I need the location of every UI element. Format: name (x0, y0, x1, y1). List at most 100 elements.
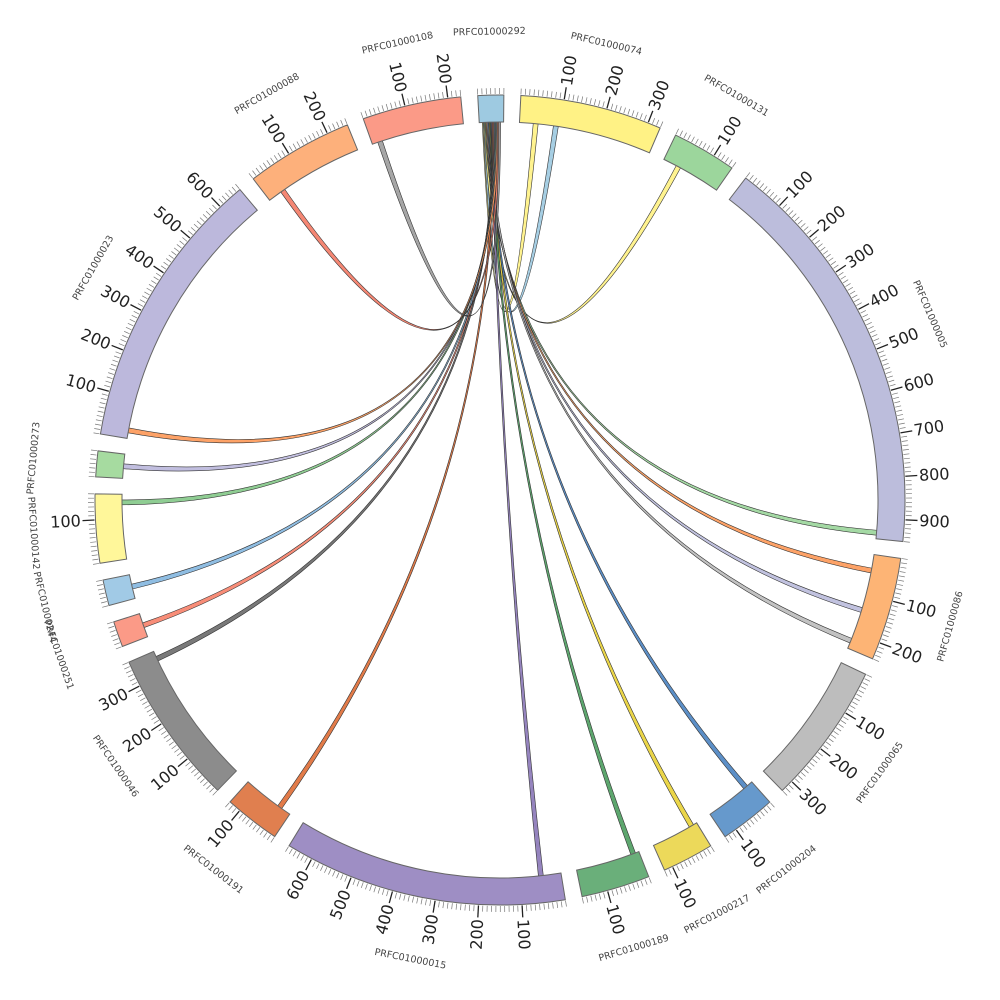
minor-tick (636, 882, 640, 888)
major-tick (791, 781, 802, 791)
minor-tick (639, 113, 643, 120)
minor-tick (610, 103, 614, 110)
minor-tick (98, 406, 105, 409)
minor-tick (680, 863, 684, 870)
minor-tick (891, 392, 898, 395)
minor-tick (833, 264, 839, 269)
minor-tick (98, 592, 105, 595)
minor-tick (752, 177, 758, 183)
minor-tick (296, 141, 301, 147)
minor-tick (675, 128, 679, 135)
minor-tick (648, 877, 652, 884)
minor-tick (153, 719, 160, 724)
minor-tick (797, 775, 803, 780)
minor-tick (590, 895, 593, 902)
minor-tick (316, 863, 320, 870)
minor-tick (884, 630, 891, 633)
minor-tick (129, 318, 136, 323)
minor-tick (838, 723, 844, 728)
minor-tick (739, 827, 744, 833)
minor-tick (864, 318, 870, 322)
tick-label: 100 (602, 902, 628, 936)
minor-tick (687, 134, 691, 141)
minor-tick (885, 626, 892, 629)
minor-tick (611, 890, 614, 897)
minor-tick (822, 250, 829, 255)
minor-tick (460, 904, 462, 911)
minor-tick (565, 900, 567, 907)
major-tick (606, 96, 611, 109)
minor-tick (833, 731, 839, 736)
minor-tick (644, 879, 648, 885)
segment-label-prfc01000191: PRFC01000191 (181, 843, 245, 896)
minor-tick (96, 415, 103, 418)
minor-tick (123, 330, 130, 335)
minor-tick (442, 91, 444, 99)
minor-tick (193, 223, 199, 229)
minor-tick (91, 449, 98, 452)
segment-label-prfc01000108: PRFC01000108 (361, 30, 434, 57)
minor-tick (794, 216, 800, 222)
link-prfc01000005 (484, 121, 878, 536)
minor-tick (717, 152, 722, 158)
minor-tick (356, 880, 360, 887)
minor-tick (679, 130, 683, 137)
minor-tick (420, 95, 423, 102)
minor-tick (534, 904, 537, 911)
minor-tick (96, 579, 103, 582)
minor-tick (277, 152, 282, 159)
minor-tick (902, 444, 909, 447)
minor-tick (710, 846, 715, 853)
minor-tick (179, 755, 185, 760)
minor-tick (766, 189, 771, 195)
minor-tick (231, 186, 237, 192)
minor-tick (336, 872, 340, 879)
minor-tick (691, 857, 696, 864)
minor-tick (699, 853, 704, 859)
minor-tick (817, 752, 823, 757)
minor-tick (756, 180, 761, 186)
segment-prfc01000023 (99, 188, 258, 439)
tick-label: 400 (372, 902, 398, 936)
major-tick (82, 519, 95, 522)
major-tick (477, 905, 480, 918)
minor-tick (559, 92, 562, 99)
minor-tick (854, 298, 860, 302)
segment-label-prfc01000088: PRFC01000088 (233, 71, 302, 117)
minor-tick (377, 106, 380, 113)
minor-tick (194, 771, 199, 777)
minor-tick (896, 588, 903, 591)
minor-tick (139, 299, 146, 303)
minor-tick (148, 284, 155, 288)
segment-label-prfc01000189: PRFC01000189 (597, 933, 670, 964)
minor-tick (899, 571, 906, 573)
minor-tick (728, 834, 733, 841)
minor-tick (245, 819, 250, 825)
tick-label: 200 (826, 750, 862, 784)
minor-tick (889, 384, 896, 387)
minor-tick (688, 859, 692, 866)
minor-tick (185, 762, 191, 767)
tick-label: 100 (257, 111, 289, 147)
segment-label-prfc01000142: PRFC01000142 (25, 496, 41, 569)
minor-tick (815, 755, 821, 760)
tick-label: 500 (886, 324, 921, 353)
minor-tick (446, 902, 449, 909)
minor-tick (881, 638, 888, 642)
minor-tick (878, 350, 885, 354)
minor-tick (191, 768, 197, 774)
tick-label: 200 (467, 919, 488, 951)
minor-tick (140, 697, 146, 701)
minor-tick (255, 167, 260, 174)
minor-tick (412, 896, 414, 903)
minor-tick (202, 214, 208, 219)
minor-tick (770, 802, 775, 808)
minor-tick (753, 816, 758, 822)
tick-label: 800 (918, 464, 950, 485)
minor-tick (594, 894, 597, 901)
minor-tick (830, 261, 837, 266)
minor-tick (812, 758, 818, 764)
minor-tick (360, 882, 364, 889)
minor-tick (190, 227, 196, 232)
minor-tick (171, 251, 177, 256)
